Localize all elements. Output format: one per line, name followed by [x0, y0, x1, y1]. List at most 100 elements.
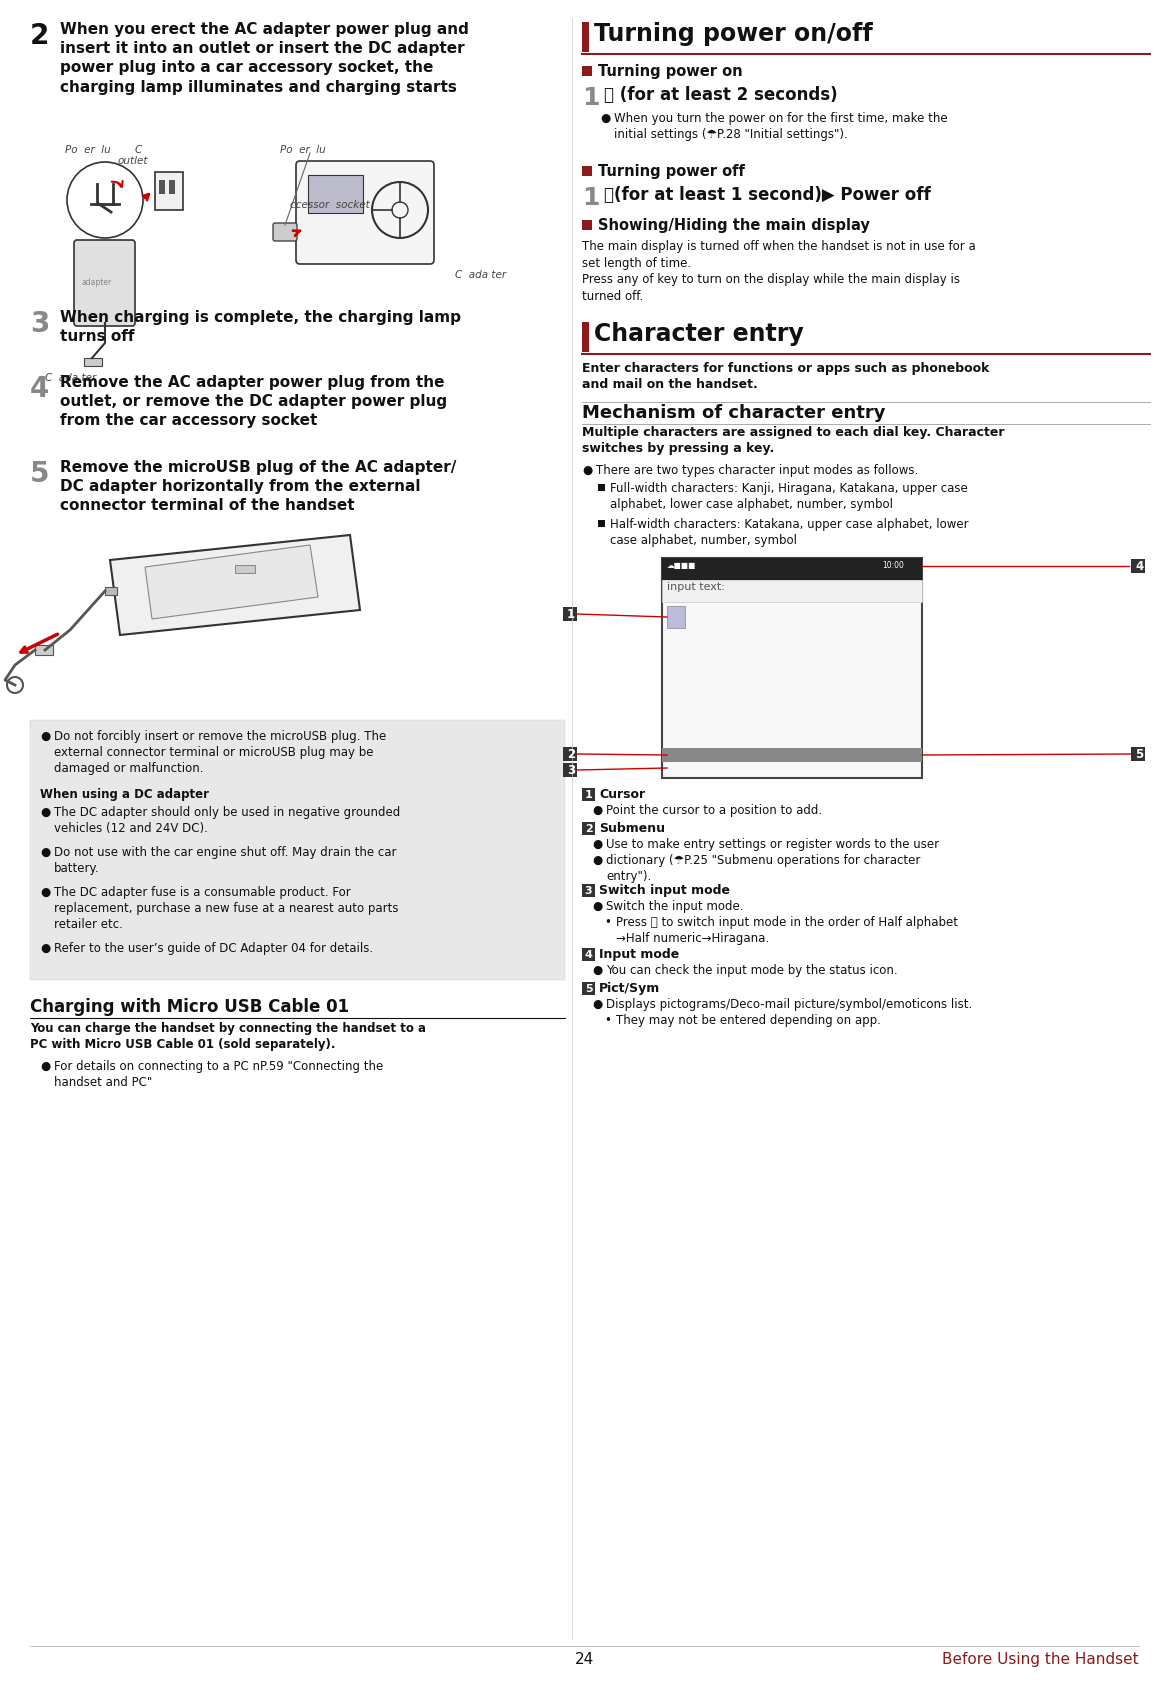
Text: ●: ●	[592, 899, 602, 913]
Bar	[582, 322, 589, 352]
Text: There are two types character input modes as follows.: There are two types character input mode…	[596, 465, 919, 477]
Bar	[1130, 559, 1144, 573]
Text: ●: ●	[600, 113, 610, 125]
Text: Switch the input mode.: Switch the input mode.	[606, 899, 743, 913]
Text: When you erect the AC adapter power plug and
insert it into an outlet or insert : When you erect the AC adapter power plug…	[60, 22, 469, 94]
Text: You can check the input mode by the status icon.: You can check the input mode by the stat…	[606, 963, 898, 977]
Text: Remove the microUSB plug of the AC adapter/
DC adapter horizontally from the ext: Remove the microUSB plug of the AC adapt…	[60, 460, 456, 514]
Text: 3: 3	[584, 886, 593, 896]
Text: When charging is complete, the charging lamp
turns off: When charging is complete, the charging …	[60, 310, 461, 344]
Bar	[599, 520, 606, 527]
Text: The DC adapter should only be used in negative grounded
vehicles (12 and 24V DC): The DC adapter should only be used in ne…	[54, 807, 400, 835]
Text: input text:: input text:	[667, 583, 725, 593]
FancyBboxPatch shape	[274, 222, 297, 241]
Text: 1: 1	[582, 86, 600, 109]
Text: C: C	[134, 145, 143, 155]
Bar	[105, 588, 117, 594]
Text: 1: 1	[582, 185, 600, 210]
Bar	[307, 175, 364, 212]
Text: 5: 5	[1135, 748, 1143, 761]
Text: Displays pictograms/Deco-mail picture/symbol/emoticons list.: Displays pictograms/Deco-mail picture/sy…	[606, 999, 973, 1010]
Text: ⎓ (for at least 2 seconds): ⎓ (for at least 2 seconds)	[604, 86, 838, 104]
Text: Refer to the user’s guide of DC Adapter 04 for details.: Refer to the user’s guide of DC Adapter …	[54, 941, 373, 955]
Text: adapter: adapter	[82, 278, 112, 286]
Text: Po  er  lu: Po er lu	[65, 145, 111, 155]
Text: 3: 3	[30, 310, 49, 338]
Text: Character entry: Character entry	[594, 322, 804, 345]
Bar	[582, 884, 595, 898]
Text: Multiple characters are assigned to each dial key. Character
switches by pressin: Multiple characters are assigned to each…	[582, 426, 1004, 455]
Text: Do not forcibly insert or remove the microUSB plug. The
external connector termi: Do not forcibly insert or remove the mic…	[54, 729, 386, 775]
Text: ●: ●	[40, 941, 50, 955]
Bar	[1130, 748, 1144, 761]
Bar	[582, 788, 595, 802]
Text: Switch input mode: Switch input mode	[599, 884, 729, 898]
Text: ●: ●	[40, 886, 50, 899]
Bar	[662, 557, 922, 778]
Text: Cursor: Cursor	[599, 788, 645, 802]
Text: For details on connecting to a PC nP.59 "Connecting the
handset and PC": For details on connecting to a PC nP.59 …	[54, 1059, 383, 1090]
Bar	[582, 982, 595, 995]
Text: 4: 4	[30, 376, 49, 402]
Text: 5: 5	[30, 460, 49, 488]
Text: Before Using the Handset: Before Using the Handset	[942, 1652, 1139, 1667]
Text: C  ada ter: C ada ter	[44, 372, 96, 382]
Text: ●: ●	[592, 854, 602, 867]
Text: 1: 1	[567, 608, 575, 621]
Text: ●: ●	[592, 999, 602, 1010]
Bar	[563, 748, 577, 761]
Text: ⎓(for at least 1 second)▶ Power off: ⎓(for at least 1 second)▶ Power off	[604, 185, 931, 204]
Text: ●: ●	[582, 465, 593, 477]
Bar	[235, 566, 255, 573]
Text: 10:00: 10:00	[881, 561, 904, 569]
Text: Turning power on: Turning power on	[599, 64, 742, 79]
Bar	[170, 180, 175, 194]
Text: ●: ●	[40, 729, 50, 743]
Text: Pict/Sym: Pict/Sym	[599, 982, 660, 995]
Bar	[662, 557, 922, 579]
Text: ●: ●	[592, 963, 602, 977]
Text: outlet: outlet	[118, 157, 148, 167]
Text: When you turn the power on for the first time, make the
initial settings (☂P.28 : When you turn the power on for the first…	[614, 113, 948, 141]
Text: 1: 1	[584, 790, 593, 800]
Bar	[662, 748, 922, 761]
Bar	[667, 606, 685, 628]
Bar	[35, 645, 53, 655]
Text: Submenu: Submenu	[599, 822, 665, 835]
Text: ccessor  socket: ccessor socket	[290, 200, 369, 210]
Text: 2: 2	[30, 22, 49, 51]
Text: Full-width characters: Kanji, Hiragana, Katakana, upper case
alphabet, lower cas: Full-width characters: Kanji, Hiragana, …	[610, 482, 968, 510]
Text: 4: 4	[1135, 561, 1143, 573]
Text: Press ⓢ to switch input mode in the order of Half alphabet
→Half numeric→Hiragan: Press ⓢ to switch input mode in the orde…	[616, 916, 959, 945]
Bar	[563, 606, 577, 621]
Text: 2: 2	[584, 823, 593, 834]
Text: Mechanism of character entry: Mechanism of character entry	[582, 404, 885, 423]
Bar	[563, 763, 577, 776]
Bar	[155, 172, 184, 210]
Text: Point the cursor to a position to add.: Point the cursor to a position to add.	[606, 803, 822, 817]
Text: 4: 4	[584, 950, 593, 960]
Bar	[30, 721, 565, 980]
Text: Input mode: Input mode	[599, 948, 679, 962]
Text: Charging with Micro USB Cable 01: Charging with Micro USB Cable 01	[30, 999, 350, 1015]
Text: When using a DC adapter: When using a DC adapter	[40, 788, 209, 802]
Text: 3: 3	[567, 765, 575, 776]
Text: 2: 2	[567, 748, 575, 761]
Bar	[662, 579, 922, 601]
Text: They may not be entered depending on app.: They may not be entered depending on app…	[616, 1014, 881, 1027]
Bar	[84, 359, 102, 365]
Text: dictionary (☂P.25 "Submenu operations for character
entry").: dictionary (☂P.25 "Submenu operations fo…	[606, 854, 920, 882]
Text: ●: ●	[40, 807, 50, 818]
Polygon shape	[145, 546, 318, 620]
Text: Use to make entry settings or register words to the user: Use to make entry settings or register w…	[606, 839, 939, 850]
Text: Enter characters for functions or apps such as phonebook
and mail on the handset: Enter characters for functions or apps s…	[582, 362, 989, 391]
Text: Showing/Hiding the main display: Showing/Hiding the main display	[599, 217, 870, 232]
Bar	[582, 948, 595, 962]
Bar	[582, 221, 592, 231]
Text: C  ada ter: C ada ter	[455, 269, 506, 280]
Text: You can charge the handset by connecting the handset to a
PC with Micro USB Cabl: You can charge the handset by connecting…	[30, 1022, 426, 1051]
Text: •: •	[604, 1014, 611, 1027]
Text: ●: ●	[592, 803, 602, 817]
Text: Half-width characters: Katakana, upper case alphabet, lower
case alphabet, numbe: Half-width characters: Katakana, upper c…	[610, 519, 969, 547]
Bar	[582, 167, 592, 177]
